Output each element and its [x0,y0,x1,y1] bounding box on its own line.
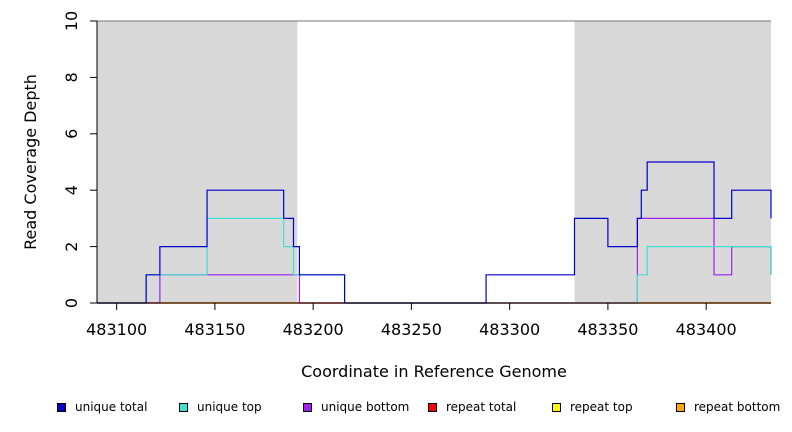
legend-swatch-repeat-bottom [676,402,685,412]
legend-item-repeat-total: repeat total [428,400,516,414]
y-tick-label-0: 0 [62,298,81,308]
legend-label-repeat-total: repeat total [446,400,517,414]
x-tick-label-483150: 483150 [184,320,245,339]
legend-item-repeat-bottom: repeat bottom [676,400,780,414]
legend-swatch-unique-bottom [303,402,312,412]
legend-swatch-unique-total [57,402,66,412]
legend-label-repeat-bottom: repeat bottom [694,400,781,414]
y-tick-label-8: 8 [62,72,81,82]
x-tick-label-483300: 483300 [479,320,540,339]
x-axis-label: Coordinate in Reference Genome [301,362,567,381]
legend-label-repeat-top: repeat top [570,400,633,414]
x-tick-label-483250: 483250 [381,320,442,339]
legend-swatch-repeat-top [552,402,561,412]
legend-swatch-unique-top [179,402,188,412]
y-tick-label-2: 2 [62,242,81,252]
y-axis-label: Read Coverage Depth [21,74,40,250]
legend: unique total unique top unique bottom re… [0,400,792,420]
legend-item-unique-total: unique total [57,400,147,414]
x-tick-label-483350: 483350 [577,320,638,339]
x-tick-label-483200: 483200 [283,320,344,339]
y-tick-label-10: 10 [62,11,81,31]
y-tick-label-6: 6 [62,129,81,139]
x-tick-label-483100: 483100 [86,320,147,339]
y-tick-label-4: 4 [62,185,81,195]
axes: 483100 483150 483200 483250 483300 483350 4834… [62,11,771,339]
legend-label-unique-total: unique total [75,400,148,414]
legend-swatch-repeat-total [428,402,437,412]
shaded-region-0 [97,21,298,303]
legend-item-unique-bottom: unique bottom [303,400,409,414]
legend-item-repeat-top: repeat top [552,400,633,414]
legend-label-unique-bottom: unique bottom [321,400,410,414]
legend-label-unique-top: unique top [197,400,262,414]
x-tick-label-483400: 483400 [676,320,737,339]
legend-item-unique-top: unique top [179,400,262,414]
series-line-unique-total [97,161,772,304]
